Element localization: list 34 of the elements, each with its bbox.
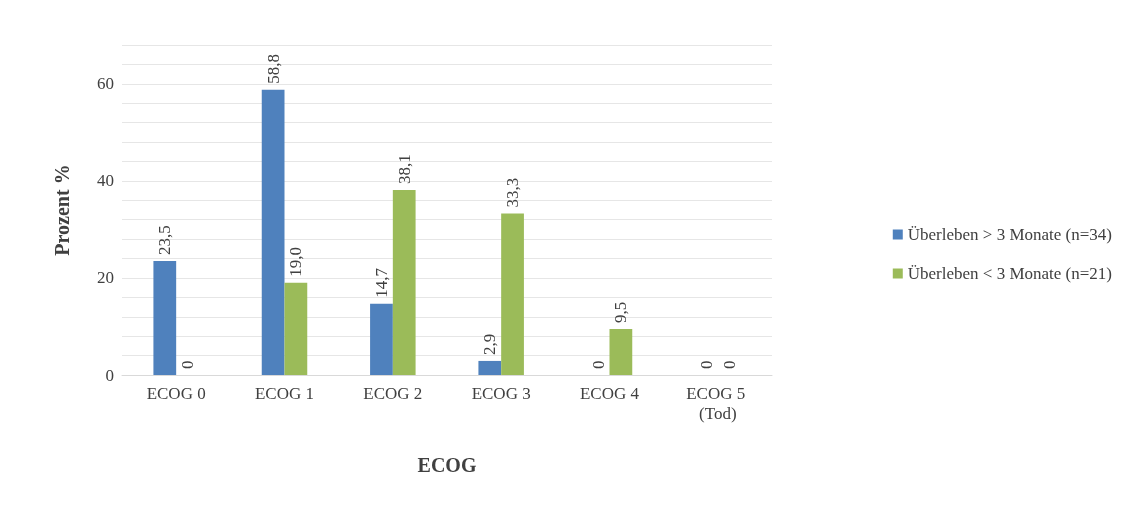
data-label: 58,8 [263, 53, 283, 84]
data-label: 38,1 [394, 154, 414, 185]
data-label: 0 [588, 360, 608, 369]
data-label: 33,3 [503, 177, 523, 208]
bar [501, 213, 524, 375]
bar [370, 303, 393, 375]
x-tick-label: ECOG 1 [254, 383, 315, 403]
data-label: 0 [178, 360, 198, 369]
data-label: 0 [696, 360, 716, 369]
x-tick-label: ECOG 0 [146, 383, 206, 403]
y-axis-title: Prozent % [51, 164, 73, 256]
bar [284, 282, 308, 375]
data-label: 9,5 [611, 301, 631, 323]
data-label: 0 [719, 360, 739, 369]
y-tick-label: 20 [97, 268, 114, 288]
bar [478, 360, 502, 375]
x-tick-label: ECOG 4 [579, 383, 640, 403]
data-label: 14,7 [371, 267, 391, 298]
x-tick-label: ECOG 2 [363, 383, 423, 403]
y-tick-label: 40 [97, 171, 114, 191]
bar [153, 260, 177, 375]
legend-label: Überleben < 3 Monate (n=21) [907, 264, 1113, 283]
x-axis-title: ECOG [417, 454, 477, 476]
x-tick-label: ECOG 5 (Tod) [686, 383, 750, 423]
data-label: 2,9 [480, 333, 500, 355]
legend-label: Überleben > 3 Monate (n=34) [907, 225, 1113, 244]
data-label: 23,5 [155, 225, 175, 255]
y-tick-label: 0 [105, 365, 114, 385]
data-label: 19,0 [286, 247, 306, 277]
bar [261, 89, 285, 375]
bar [609, 328, 633, 375]
bar [392, 190, 416, 375]
y-tick-label: 60 [97, 74, 114, 94]
x-tick-label: ECOG 3 [471, 383, 531, 403]
